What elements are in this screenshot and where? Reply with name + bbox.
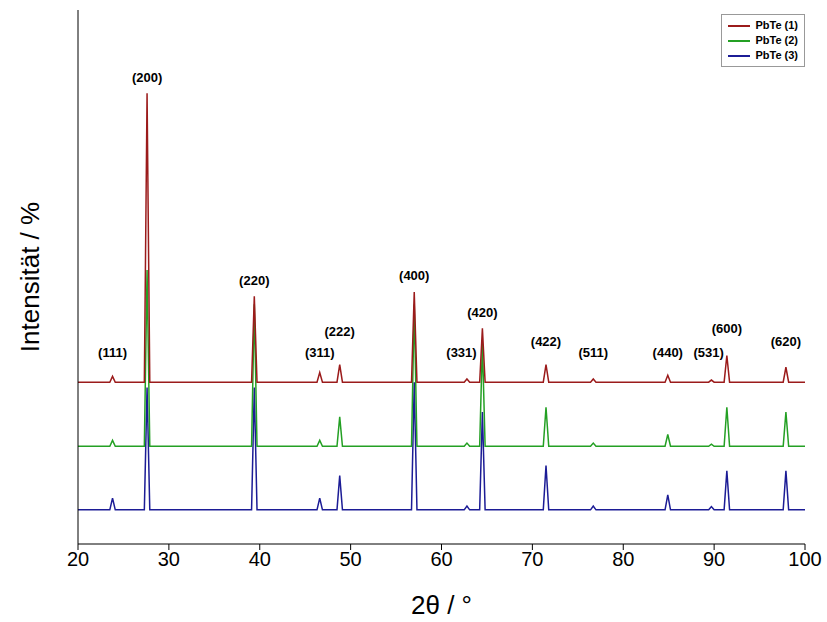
svg-text:80: 80 — [612, 548, 634, 570]
svg-text:(311): (311) — [305, 345, 335, 360]
svg-text:(440): (440) — [653, 345, 683, 360]
svg-text:(420): (420) — [467, 305, 497, 320]
svg-text:(331): (331) — [446, 345, 476, 360]
html-text:PbTe (2): PbTe (2) — [755, 34, 798, 46]
svg-text:40: 40 — [249, 548, 271, 570]
svg-text:(531): (531) — [693, 345, 723, 360]
svg-text:90: 90 — [703, 548, 725, 570]
svg-text:100: 100 — [788, 548, 821, 570]
html-text:PbTe (3): PbTe (3) — [755, 49, 798, 61]
svg-text:(422): (422) — [531, 334, 561, 349]
svg-text:2θ / °: 2θ / ° — [411, 590, 472, 620]
svg-text:20: 20 — [67, 548, 89, 570]
svg-text:(200): (200) — [132, 70, 162, 85]
svg-text:Intensität / %: Intensität / % — [15, 202, 45, 352]
svg-text:50: 50 — [340, 548, 362, 570]
svg-text:30: 30 — [158, 548, 180, 570]
svg-text:(222): (222) — [325, 324, 355, 339]
svg-text:70: 70 — [521, 548, 543, 570]
html-text:PbTe (1): PbTe (1) — [755, 19, 798, 31]
svg-text:(620): (620) — [771, 334, 801, 349]
svg-text:(111): (111) — [98, 345, 127, 360]
svg-text:(511): (511) — [578, 345, 608, 360]
svg-text:(220): (220) — [239, 273, 269, 288]
svg-text:60: 60 — [430, 548, 452, 570]
svg-text:(600): (600) — [712, 321, 742, 336]
svg-text:(400): (400) — [399, 268, 429, 283]
